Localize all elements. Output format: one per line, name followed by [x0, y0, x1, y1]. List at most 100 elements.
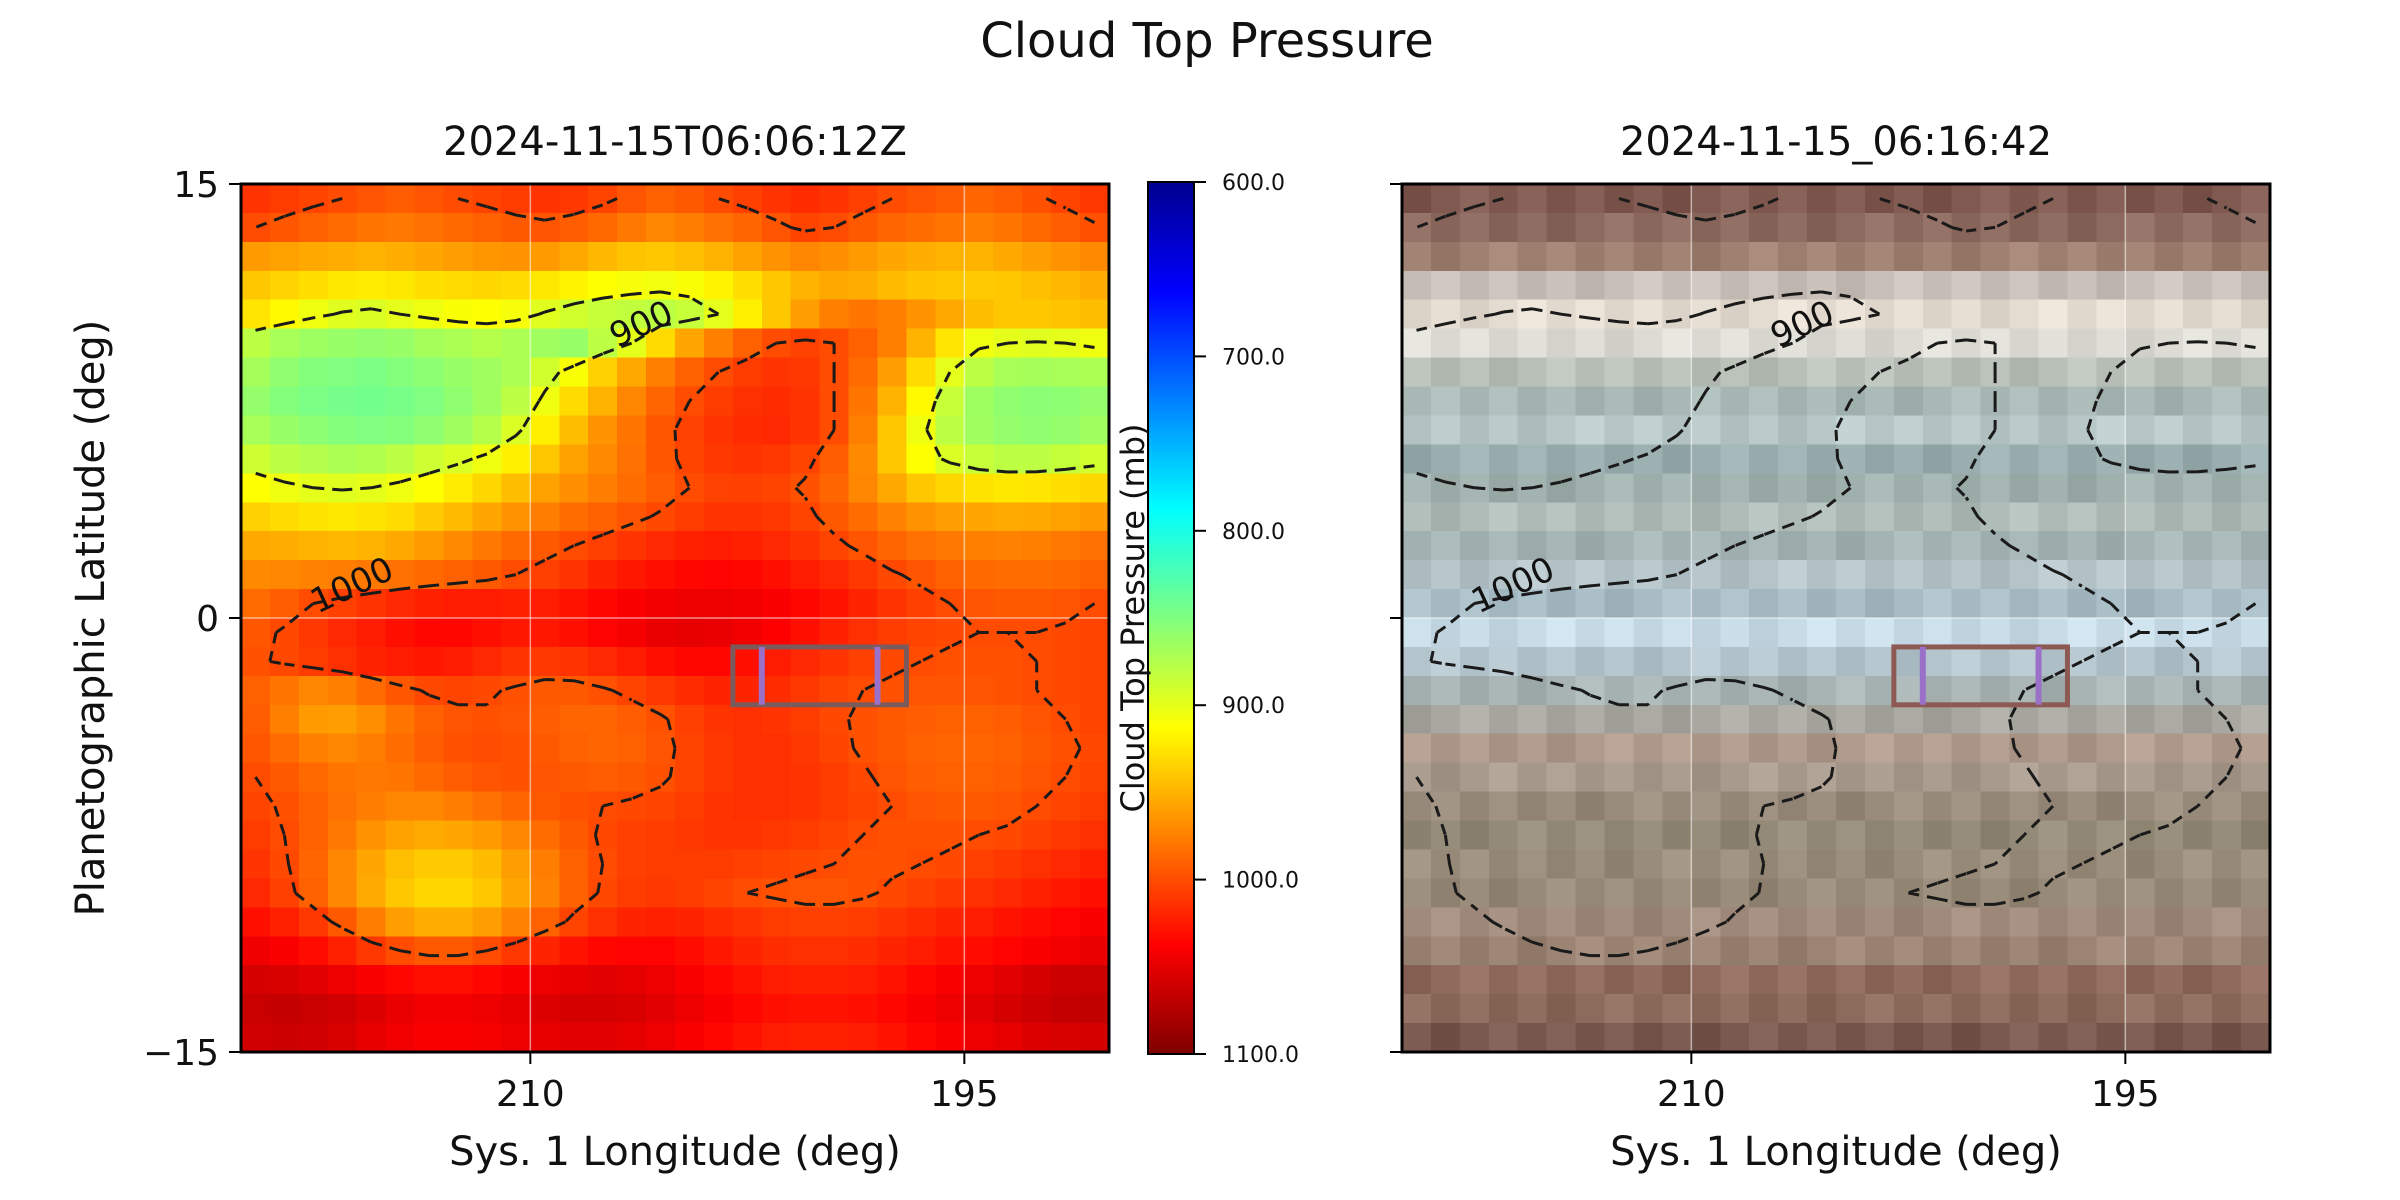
image-pixel — [1807, 357, 1837, 388]
image-pixel — [1864, 502, 1895, 532]
heatmap-cell — [298, 270, 329, 301]
image-pixel — [1749, 473, 1779, 503]
heatmap-cell — [675, 184, 705, 214]
image-pixel — [1488, 762, 1519, 793]
heatmap-cell — [472, 907, 502, 937]
heatmap-cell — [241, 386, 271, 417]
heatmap-cell — [327, 386, 358, 417]
image-pixel — [1922, 965, 1953, 995]
heatmap-cell — [298, 531, 329, 561]
heatmap-cell — [646, 994, 676, 1024]
heatmap-cell — [472, 965, 502, 995]
heatmap-cell — [1080, 965, 1110, 995]
heatmap-cell — [241, 965, 271, 995]
heatmap-cell — [356, 646, 387, 677]
heatmap-cell — [1051, 878, 1081, 908]
heatmap-cell — [269, 357, 300, 388]
image-pixel — [1633, 415, 1663, 445]
heatmap-cell — [385, 184, 416, 214]
heatmap-cell — [1022, 1023, 1052, 1053]
image-pixel — [2009, 212, 2040, 243]
image-pixel — [1864, 704, 1895, 735]
heatmap-cell — [819, 965, 850, 995]
image-pixel — [2038, 473, 2069, 503]
image-pixel — [1807, 994, 1837, 1024]
image-pixel — [1402, 328, 1432, 359]
heatmap-cell — [646, 1023, 676, 1053]
image-pixel — [1778, 791, 1808, 822]
image-pixel — [1604, 965, 1635, 995]
heatmap-cell — [964, 212, 994, 243]
image-pixel — [2154, 357, 2184, 388]
image-pixel — [1604, 646, 1635, 677]
heatmap-cell — [935, 241, 965, 272]
image-pixel — [1720, 820, 1750, 851]
image-pixel — [2067, 241, 2097, 272]
image-pixel — [1749, 936, 1779, 966]
image-pixel — [1402, 357, 1432, 388]
heatmap-cell — [501, 994, 531, 1024]
image-pixel — [1778, 965, 1808, 995]
heatmap-cell — [501, 386, 531, 417]
image-pixel — [1778, 675, 1808, 706]
image-pixel — [1749, 907, 1779, 937]
image-pixel — [1720, 328, 1750, 359]
heatmap-cell — [241, 444, 271, 474]
image-pixel — [2067, 704, 2097, 735]
image-pixel — [1749, 820, 1779, 851]
image-pixel — [2067, 733, 2097, 764]
heatmap-cell — [906, 531, 936, 561]
image-pixel — [1778, 618, 1808, 648]
heatmap-cell — [298, 241, 329, 272]
image-pixel — [1430, 386, 1461, 417]
heatmap-cell — [703, 386, 734, 417]
image-pixel — [1662, 386, 1692, 417]
image-pixel — [1864, 212, 1895, 243]
image-pixel — [1459, 299, 1490, 330]
heatmap-cell — [241, 618, 271, 648]
image-pixel — [1720, 531, 1750, 561]
image-pixel — [1720, 415, 1750, 445]
heatmap-cell — [675, 791, 705, 822]
image-pixel — [1459, 994, 1490, 1024]
image-pixel — [1922, 184, 1953, 214]
heatmap-cell — [443, 878, 474, 908]
image-pixel — [1720, 936, 1750, 966]
heatmap-cell — [848, 444, 879, 474]
image-pixel — [1546, 849, 1577, 879]
heatmap-cell — [761, 733, 792, 764]
image-pixel — [1546, 704, 1577, 735]
image-pixel — [1922, 589, 1953, 619]
heatmap-cell — [703, 560, 734, 590]
image-pixel — [1402, 675, 1432, 706]
image-pixel — [1922, 241, 1953, 272]
heatmap-cell — [993, 965, 1023, 995]
image-pixel — [1633, 1023, 1663, 1053]
heatmap-cell — [327, 502, 358, 532]
heatmap-cell — [269, 184, 300, 214]
heatmap-cell — [675, 299, 705, 330]
image-pixel — [2125, 733, 2155, 764]
image-pixel — [2125, 473, 2155, 503]
image-pixel — [1575, 328, 1606, 359]
heatmap-cell — [964, 994, 994, 1024]
image-pixel — [1575, 531, 1606, 561]
image-pixel — [1402, 560, 1432, 590]
image-pixel — [1402, 820, 1432, 851]
image-pixel — [1662, 299, 1692, 330]
image-pixel — [1893, 241, 1924, 272]
heatmap-cell — [646, 820, 676, 851]
image-pixel — [1430, 444, 1461, 474]
image-pixel — [1836, 733, 1866, 764]
heatmap-cell — [269, 994, 300, 1024]
image-pixel — [1922, 386, 1953, 417]
image-pixel — [1430, 531, 1461, 561]
heatmap-cell — [703, 791, 734, 822]
image-pixel — [2067, 1023, 2097, 1053]
image-pixel — [1893, 675, 1924, 706]
heatmap-cell — [1022, 994, 1052, 1024]
image-pixel — [1604, 502, 1635, 532]
heatmap-cell — [472, 328, 502, 359]
image-pixel — [1459, 820, 1490, 851]
heatmap-cell — [617, 791, 647, 822]
